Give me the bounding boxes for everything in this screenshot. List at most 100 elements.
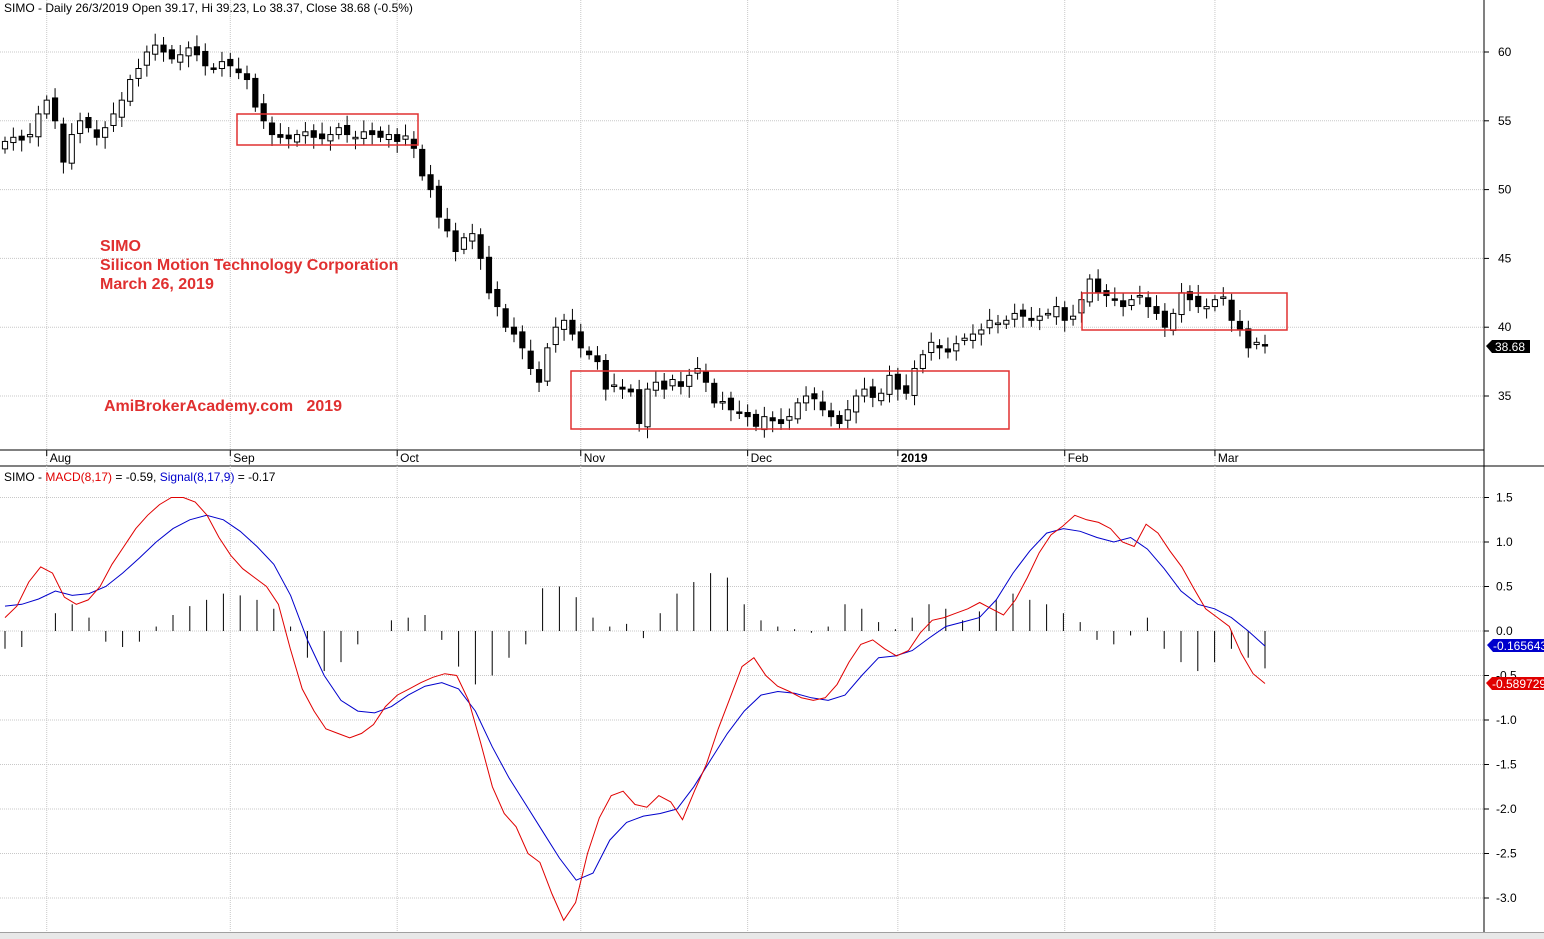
candle-down bbox=[1236, 320, 1244, 331]
candle-down bbox=[227, 58, 234, 67]
signal-tag-text: -0.165643 bbox=[1493, 639, 1544, 653]
candle-up bbox=[911, 367, 918, 396]
candle-down bbox=[310, 130, 317, 138]
candle-down bbox=[702, 371, 710, 383]
candle-down bbox=[268, 122, 276, 136]
date-x-ticks: Aug Sep Oct Nov Dec 2019 Feb Mar bbox=[46, 450, 1239, 465]
candle-up bbox=[644, 388, 651, 428]
candle-up bbox=[1086, 278, 1093, 303]
candle-up bbox=[844, 409, 851, 421]
candle-down bbox=[936, 345, 943, 349]
candle-up bbox=[135, 68, 142, 79]
range-box-sep bbox=[236, 113, 419, 146]
candle-up bbox=[335, 127, 342, 136]
candle-up bbox=[1128, 299, 1135, 306]
macd-grid bbox=[0, 497, 1484, 899]
candle-up bbox=[327, 134, 334, 142]
candle-up bbox=[10, 136, 17, 144]
candle-up bbox=[68, 134, 75, 164]
candle-down bbox=[1019, 309, 1027, 317]
candle-up bbox=[352, 136, 359, 140]
candle-up bbox=[919, 354, 926, 369]
candle-up bbox=[953, 343, 960, 352]
candle-up bbox=[1011, 312, 1018, 320]
candle-down bbox=[85, 116, 92, 129]
candle-down bbox=[1095, 278, 1102, 294]
candle-up bbox=[686, 374, 693, 387]
candle-down bbox=[744, 412, 751, 418]
last-price-tag: 38.68 bbox=[1486, 340, 1530, 354]
candle-down bbox=[202, 50, 209, 67]
candle-down bbox=[1111, 298, 1118, 301]
candle-up bbox=[544, 347, 551, 382]
candle-down bbox=[661, 380, 668, 390]
candle-up bbox=[360, 131, 367, 139]
candle-up bbox=[853, 395, 860, 413]
date-tick-label: Sep bbox=[233, 451, 255, 465]
price-tick-label: 60 bbox=[1498, 45, 1512, 59]
candle-down bbox=[427, 174, 434, 191]
candle-up bbox=[761, 416, 768, 431]
candle-up bbox=[1069, 315, 1077, 320]
candle-down bbox=[594, 355, 601, 363]
annotation-ticker: SIMO bbox=[100, 238, 141, 255]
candle-up bbox=[1211, 299, 1219, 308]
candle-down bbox=[1153, 306, 1160, 314]
price-tick-label: 50 bbox=[1498, 183, 1512, 197]
candle-down bbox=[318, 133, 326, 140]
candle-up bbox=[878, 392, 885, 402]
candle-down bbox=[828, 410, 835, 418]
candle-down bbox=[344, 124, 351, 136]
candle-down bbox=[18, 135, 25, 141]
price-tick-label: 40 bbox=[1498, 320, 1512, 334]
candle-down bbox=[377, 130, 384, 138]
candle-up bbox=[1044, 312, 1052, 316]
candle-up bbox=[786, 416, 793, 421]
candle-down bbox=[369, 130, 376, 136]
candle-down bbox=[277, 134, 284, 138]
candle-down bbox=[243, 73, 251, 81]
candle-down bbox=[444, 218, 451, 232]
signal-title-value: = -0.17 bbox=[234, 470, 276, 484]
candle-up bbox=[185, 47, 192, 57]
candle-down bbox=[1145, 297, 1152, 308]
candle-down bbox=[260, 103, 267, 122]
candle-up bbox=[886, 374, 893, 395]
candle-down bbox=[1186, 291, 1193, 301]
candle-down bbox=[1245, 328, 1252, 349]
candle-up bbox=[177, 54, 184, 63]
candle-down bbox=[160, 44, 167, 53]
candle-down bbox=[586, 350, 593, 356]
candle-up bbox=[961, 337, 968, 341]
candle-down bbox=[452, 230, 459, 253]
date-tick-label: Aug bbox=[50, 451, 71, 465]
date-tick-label: Oct bbox=[400, 451, 419, 465]
candle-up bbox=[1036, 315, 1043, 321]
candle-down bbox=[711, 382, 718, 404]
price-tick-label: 55 bbox=[1498, 114, 1512, 128]
candle-up bbox=[1170, 312, 1177, 332]
macd-tick-label: 0.5 bbox=[1496, 580, 1513, 594]
candle-up bbox=[861, 388, 868, 397]
candle-down bbox=[577, 331, 584, 349]
candle-down bbox=[836, 415, 843, 425]
candle-up bbox=[118, 99, 125, 118]
sheet-tab-bar[interactable] bbox=[0, 932, 1544, 939]
candlestick-series bbox=[1, 33, 1269, 439]
macd-tick-label: -3.0 bbox=[1496, 891, 1517, 905]
candle-down bbox=[777, 419, 785, 425]
annotation-company: Silicon Motion Technology Corporation bbox=[100, 257, 399, 274]
macd-title-label: MACD(8,17) bbox=[45, 470, 113, 484]
candle-up bbox=[385, 134, 392, 141]
candle-down bbox=[869, 386, 876, 398]
candle-up bbox=[794, 402, 801, 420]
candle-down bbox=[1228, 299, 1235, 321]
candle-up bbox=[1178, 292, 1185, 316]
candle-down bbox=[477, 234, 484, 259]
macd-tick-label: -1.0 bbox=[1496, 713, 1517, 727]
candle-down bbox=[903, 385, 910, 394]
signal-line bbox=[4, 514, 1266, 881]
signal-title-label: Signal(8,17,9) bbox=[159, 470, 235, 484]
candle-up bbox=[611, 384, 618, 387]
candle-down bbox=[285, 134, 292, 140]
